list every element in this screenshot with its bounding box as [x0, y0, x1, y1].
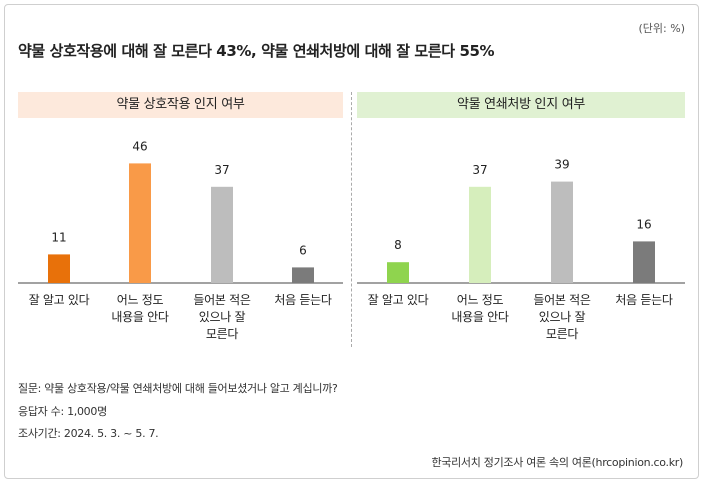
bar-0-1 — [129, 163, 151, 283]
bar-0-2 — [211, 186, 233, 283]
value-label-0-1: 46 — [132, 139, 147, 153]
panel-header-cascade: 약물 연쇄처방 인지 여부 — [357, 92, 685, 118]
bar-0-3 — [292, 267, 314, 283]
respondent-count: 응답자 수: 1,000명 — [18, 405, 107, 418]
value-label-1-3: 16 — [636, 217, 651, 231]
panel-divider — [351, 92, 352, 347]
headline: 약물 상호작용에 대해 잘 모른다 43%, 약물 연쇄처방에 대해 잘 모른다… — [18, 42, 495, 60]
value-label-0-3: 6 — [299, 243, 307, 257]
value-label-0-0: 11 — [51, 230, 66, 244]
survey-period: 조사기간: 2024. 5. 3. ~ 5. 7. — [18, 427, 159, 440]
value-label-1-0: 8 — [394, 238, 402, 252]
bar-0-0 — [48, 254, 70, 283]
category-label-0-0: 잘 알고 있다 — [29, 293, 90, 307]
source-credit: 한국리서치 정기조사 여론 속의 여론(hrcopinion.co.kr) — [431, 456, 683, 469]
bar-1-1 — [469, 186, 491, 283]
category-label-1-2: 들어본 적은 있으나 잘 모른다 — [533, 293, 590, 341]
bar-1-0 — [387, 262, 409, 283]
panel-header-interaction: 약물 상호작용 인지 여부 — [18, 92, 343, 118]
survey-question: 질문: 약물 상호작용/약물 연쇄처방에 대해 들어보셨거나 알고 계십니까? — [18, 382, 338, 395]
value-label-0-2: 37 — [214, 163, 229, 177]
category-label-0-2: 들어본 적은 있으나 잘 모른다 — [193, 293, 250, 341]
bar-1-2 — [551, 181, 573, 283]
category-label-1-1: 어느 정도 내용을 안다 — [451, 293, 508, 324]
category-label-1-0: 잘 알고 있다 — [368, 293, 429, 307]
category-label-1-3: 처음 듣는다 — [615, 293, 672, 307]
value-label-1-1: 37 — [472, 163, 487, 177]
value-label-1-2: 39 — [554, 158, 569, 172]
category-label-0-3: 처음 듣는다 — [274, 293, 331, 307]
figure-frame — [4, 4, 699, 479]
bar-1-3 — [633, 241, 655, 283]
unit-note: (단위: %) — [638, 22, 685, 35]
category-label-0-1: 어느 정도 내용을 안다 — [111, 293, 168, 324]
